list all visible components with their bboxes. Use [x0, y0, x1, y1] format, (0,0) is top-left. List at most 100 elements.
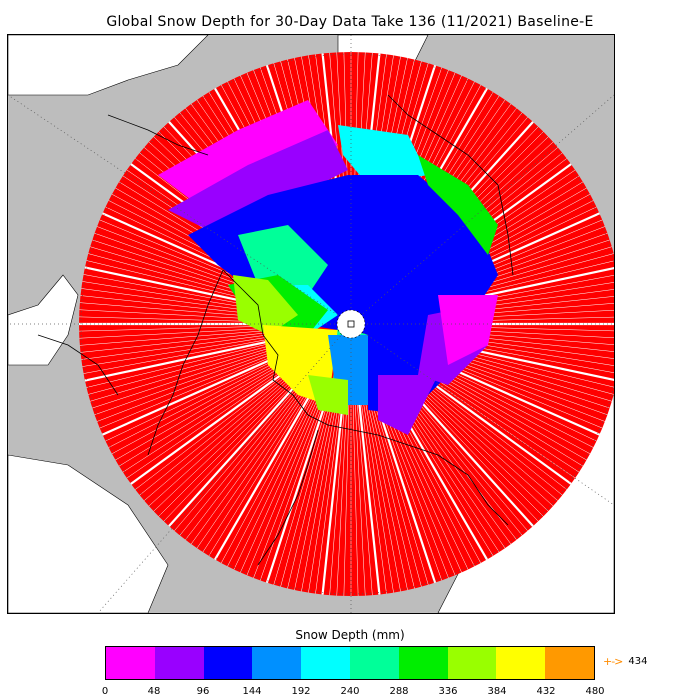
atlantic-ocean: [8, 35, 209, 96]
swath-line: [259, 380, 332, 581]
swath-line: [190, 372, 316, 545]
swath-line: [108, 351, 298, 448]
colorbar-swatch: [496, 647, 546, 679]
swath-line: [352, 383, 359, 596]
graticule: [8, 35, 614, 613]
swath-line: [99, 346, 296, 429]
swath-line: [168, 367, 312, 527]
swath-line: [214, 375, 322, 561]
swath-line: [148, 363, 307, 507]
colorbar-swatch: [154, 647, 204, 679]
swath-line: [246, 379, 329, 576]
snow-depth-region: [158, 100, 498, 435]
swath-line: [360, 383, 394, 593]
overflow-arrow-icon: +->: [603, 655, 623, 668]
swath-line: [88, 339, 294, 395]
swath-line: [308, 383, 342, 593]
swath-line: [280, 381, 336, 587]
swath-line: [265, 380, 334, 584]
swath-line: [356, 383, 381, 595]
overflow-value: 434: [628, 656, 648, 667]
swath-line: [81, 331, 292, 360]
colorbar-tick-label: 144: [242, 686, 262, 697]
colorbar-tick-label: 192: [291, 686, 311, 697]
swath-line: [240, 378, 327, 573]
colorbar: [105, 646, 595, 680]
swath-line: [315, 383, 344, 594]
colorbar-tick-label: 336: [438, 686, 458, 697]
pole-hole: [336, 309, 366, 339]
swath-line: [355, 383, 373, 596]
coastlines: [37, 94, 514, 566]
colorbar-tick-label: 0: [101, 686, 109, 697]
overflow-indicator: +-> 434: [603, 655, 648, 668]
swath-line: [163, 367, 310, 522]
pole-marker: [347, 320, 355, 328]
swath-line: [80, 330, 292, 353]
swath-line: [363, 382, 408, 591]
swath-line: [301, 382, 341, 592]
swath-line: [130, 358, 304, 485]
swath-line: [336, 383, 349, 596]
swath-line: [253, 379, 330, 579]
colorbar-tick-label: 432: [536, 686, 556, 697]
swath-line: [115, 353, 300, 461]
swath-line: [196, 373, 318, 549]
swath-line: [202, 374, 319, 553]
swath-line: [111, 352, 299, 455]
swath-line: [84, 335, 293, 382]
swath-line: [294, 382, 339, 591]
swath-line: [227, 377, 324, 567]
colorbar-swatch: [349, 647, 399, 679]
swath-line: [185, 371, 315, 540]
swath-line: [139, 361, 305, 496]
swath-line: [144, 362, 306, 501]
swath-line: [287, 382, 338, 589]
swath-line: [92, 342, 295, 409]
legend-title: Snow Depth (mm): [295, 628, 405, 642]
swath-line: [126, 357, 302, 479]
swath-line: [90, 340, 294, 402]
colorbar-swatch: [252, 647, 302, 679]
swath-line: [220, 376, 323, 564]
colorbar-tick-label: 288: [389, 686, 409, 697]
swath-line: [329, 383, 347, 596]
colorbar-tick-label: 384: [487, 686, 507, 697]
snow-depth-map: [7, 34, 615, 614]
swath-line: [79, 326, 292, 339]
colorbar-tick-label: 96: [196, 686, 210, 697]
swath-line: [343, 383, 350, 596]
swath-line: [233, 378, 326, 570]
swath-line: [118, 355, 300, 467]
swath-line: [94, 343, 295, 416]
swath-line: [364, 382, 415, 589]
swath-line: [96, 345, 296, 422]
colorbar-tick-label: 480: [585, 686, 605, 697]
swath-line: [158, 366, 309, 517]
swath-line: [82, 333, 292, 367]
swath-line: [174, 369, 313, 531]
swath-line: [122, 356, 301, 473]
swath-line: [79, 328, 292, 346]
swath-line: [83, 334, 293, 374]
swath-line: [102, 347, 297, 436]
colorbar-swatch: [398, 647, 448, 679]
swath-line: [321, 383, 346, 595]
colorbar-swatch: [447, 647, 497, 679]
colorbar-swatch: [545, 647, 594, 679]
swath-line: [353, 383, 366, 596]
map-title: Global Snow Depth for 30-Day Data Take 1…: [106, 14, 594, 30]
swath-line: [273, 381, 335, 585]
colorbar-swatch: [106, 647, 155, 679]
colorbar-tick-label: 240: [340, 686, 360, 697]
colorbar-swatch: [203, 647, 253, 679]
swath-line: [358, 383, 387, 594]
swath-line: [86, 337, 293, 388]
swath-line: [366, 381, 422, 587]
swath-line: [153, 365, 308, 512]
colorbar-tick-label: 48: [147, 686, 161, 697]
swath-line: [179, 370, 314, 536]
swath-line: [105, 349, 297, 442]
ocean-south: [8, 454, 169, 613]
swath-line: [361, 382, 401, 592]
